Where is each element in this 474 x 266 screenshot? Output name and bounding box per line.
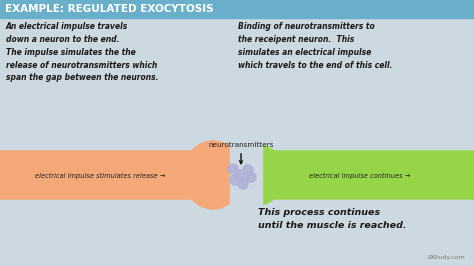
Text: Binding of neurotransmitters to
the receipent neuron.  This
simulates an electri: Binding of neurotransmitters to the rece… — [238, 22, 392, 69]
Text: neurotransmitters: neurotransmitters — [208, 142, 273, 164]
Bar — [230, 135, 262, 215]
Ellipse shape — [232, 145, 284, 205]
Text: electrical impulse continues →: electrical impulse continues → — [310, 173, 410, 179]
Text: An electrical impulse travels
down a neuron to the end.
The impulse simulates th: An electrical impulse travels down a neu… — [6, 22, 158, 82]
FancyBboxPatch shape — [250, 151, 474, 199]
Circle shape — [238, 179, 248, 189]
Text: This process continues
until the muscle is reached.: This process continues until the muscle … — [258, 208, 407, 230]
FancyBboxPatch shape — [0, 151, 211, 199]
Circle shape — [230, 175, 240, 185]
Text: electrical impulse stimulates release →: electrical impulse stimulates release → — [35, 173, 165, 179]
Circle shape — [246, 172, 256, 182]
Text: EXAMPLE: REGULATED EXOCYTOSIS: EXAMPLE: REGULATED EXOCYTOSIS — [5, 4, 214, 14]
Circle shape — [235, 170, 245, 180]
Bar — [0, 0, 474, 18]
Text: ØStudy.com: ØStudy.com — [427, 255, 465, 260]
Circle shape — [243, 165, 253, 175]
Ellipse shape — [183, 141, 243, 209]
Circle shape — [228, 164, 238, 174]
